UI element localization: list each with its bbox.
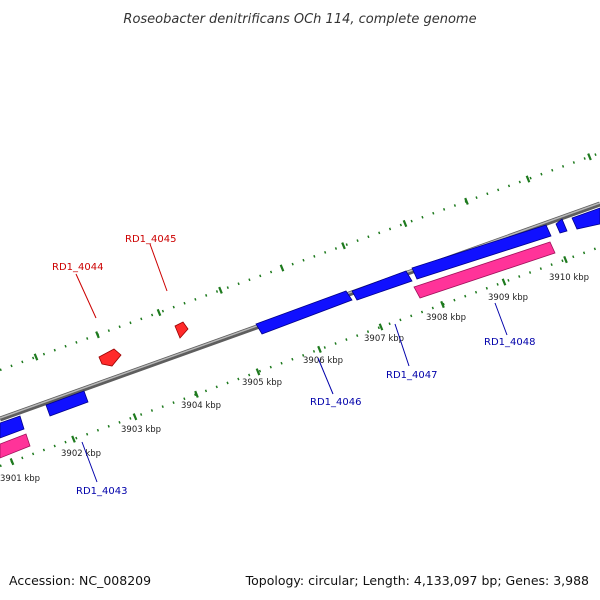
- outer-major-tick: [402, 219, 408, 228]
- ruler-labels: 3901 kbp 3902 kbp 3903 kbp 3904 kbp 3905…: [0, 273, 589, 484]
- inner-tick-track: [0, 245, 600, 468]
- ruler-label-3904: 3904 kbp: [181, 401, 221, 411]
- inner-major-tick: [132, 413, 138, 421]
- ruler-label-3903: 3903 kbp: [121, 425, 161, 435]
- gene-rd1-4047[interactable]: [351, 270, 413, 301]
- inner-major-tick: [317, 345, 322, 353]
- gene-rd1-4050[interactable]: [571, 207, 600, 230]
- inner-major-tick: [9, 458, 15, 466]
- gene-label-rd1-4048[interactable]: RD1_4048: [484, 337, 535, 348]
- ruler-label-3907: 3907 kbp: [364, 334, 404, 344]
- outer-major-tick: [464, 197, 469, 205]
- reverse-genes: [0, 241, 556, 459]
- genome-title: Roseobacter denitrificans OCh 114, compl…: [123, 12, 476, 27]
- outer-major-tick: [525, 175, 531, 183]
- gene-rd1-4048-reverse[interactable]: [413, 241, 556, 299]
- outer-major-tick: [218, 286, 223, 294]
- outer-major-tick: [156, 308, 162, 317]
- gene-rd1-4048[interactable]: [411, 224, 552, 280]
- feature-rd1-4044[interactable]: [98, 348, 122, 367]
- ruler-label-3905: 3905 kbp: [242, 378, 282, 388]
- inner-major-tick: [378, 323, 384, 331]
- gene-rd1-4043[interactable]: [45, 390, 89, 417]
- outer-major-ticks: [33, 153, 592, 361]
- ruler-label-3902: 3902 kbp: [61, 449, 101, 459]
- inner-major-tick: [563, 255, 568, 264]
- accession-text: Accession: NC_008209: [9, 573, 151, 588]
- gene-rd1-4042-reverse[interactable]: [0, 433, 31, 459]
- gene-rd1-4042[interactable]: [0, 415, 25, 439]
- callout-line-rd1-4043: [81, 441, 98, 483]
- callout-line-rd1-4044: [75, 273, 97, 319]
- feature-rd1-4045[interactable]: [174, 321, 189, 339]
- callout-line-rd1-4048: [494, 302, 508, 336]
- gene-label-rd1-4047[interactable]: RD1_4047: [386, 370, 437, 381]
- outer-major-tick: [33, 353, 39, 361]
- ruler-label-3910: 3910 kbp: [549, 273, 589, 283]
- inner-major-ticks: [9, 255, 568, 466]
- inner-major-tick: [71, 435, 76, 443]
- outer-major-tick: [587, 153, 592, 161]
- gene-label-rd1-4045[interactable]: RD1_4045: [125, 234, 176, 245]
- outer-major-tick: [341, 242, 346, 250]
- inner-major-tick: [501, 278, 507, 286]
- outer-major-tick: [279, 264, 285, 272]
- ruler-label-3906: 3906 kbp: [303, 356, 343, 366]
- gene-label-rd1-4046[interactable]: RD1_4046: [310, 397, 361, 408]
- callout-line-rd1-4047: [394, 323, 410, 367]
- gene-rd1-4046[interactable]: [255, 290, 353, 335]
- inner-major-tick: [255, 368, 261, 376]
- ruler-label-3909: 3909 kbp: [488, 293, 528, 303]
- ruler-label-3908: 3908 kbp: [426, 313, 466, 323]
- forward-genes: [0, 207, 600, 439]
- gene-label-rd1-4043[interactable]: RD1_4043: [76, 486, 127, 497]
- inner-major-tick: [440, 300, 445, 309]
- gene-rd1-4049[interactable]: [555, 218, 568, 234]
- gene-label-rd1-4044[interactable]: RD1_4044: [52, 262, 103, 273]
- outer-major-tick: [95, 331, 100, 339]
- genome-summary-text: Topology: circular; Length: 4,133,097 bp…: [245, 573, 589, 588]
- inner-major-tick: [194, 390, 199, 398]
- ruler-label-3901: 3901 kbp: [0, 474, 40, 484]
- callout-line-rd1-4046: [317, 357, 334, 395]
- callout-line-rd1-4045: [149, 243, 168, 292]
- gene-callouts: RD1_4043 RD1_4044 RD1_4045 RD1_4046 RD1_…: [52, 234, 535, 497]
- small-features: [98, 321, 189, 367]
